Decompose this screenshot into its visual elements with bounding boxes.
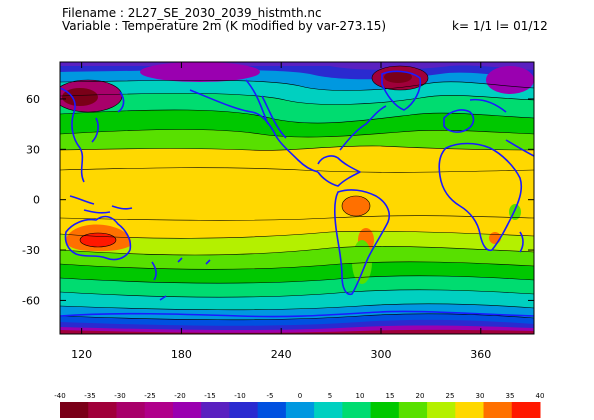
contour-lines <box>60 65 534 321</box>
colorbar-label: -40 <box>54 392 65 400</box>
coast-canada <box>245 79 287 139</box>
colorbar-swatch <box>172 402 202 418</box>
colorbar-swatch <box>427 402 456 418</box>
eurasia-cold <box>486 66 534 94</box>
coast-scandinavia <box>469 98 507 113</box>
y-tick-label: 30 <box>26 143 40 156</box>
colorbar-swatch <box>88 402 117 418</box>
coast-antarctica <box>60 310 534 318</box>
colorbar-swatch <box>314 402 343 418</box>
coast-japan <box>91 117 99 143</box>
colorbar-label: 40 <box>536 392 545 400</box>
colorbar-swatch <box>511 402 541 418</box>
colorbar-swatch <box>342 402 372 418</box>
x-axis: 120 180 240 300 360 <box>71 62 491 361</box>
colorbar-swatch <box>285 402 315 418</box>
colorbar-label: -5 <box>267 392 274 400</box>
coast-south-america <box>333 189 391 296</box>
colorbar-swatch <box>370 402 400 418</box>
coast-north-america-east <box>339 105 387 151</box>
coast-east-asia <box>60 87 85 183</box>
colorbar-swatch <box>257 402 287 418</box>
colorbar-label: 0 <box>298 392 302 400</box>
colorbar-label: -30 <box>114 392 125 400</box>
coast-indonesia <box>69 195 133 214</box>
colorbar-label: -15 <box>204 392 215 400</box>
coastlines <box>60 70 534 318</box>
x-tick-label: 360 <box>470 348 491 361</box>
y-tick-label: -30 <box>22 244 40 257</box>
colorbar-swatch <box>60 402 89 418</box>
coast-kamchatka <box>117 91 125 113</box>
colorbar-swatch <box>116 402 146 418</box>
index-label: k= 1/1 l= 01/12 <box>452 19 548 33</box>
colorbar-label: 10 <box>356 392 365 400</box>
variable-label: Variable : Temperature 2m (K modified by… <box>62 19 387 33</box>
colorbar-label: 30 <box>476 392 485 400</box>
coast-australia <box>64 215 132 261</box>
colorbar-label: 15 <box>386 392 395 400</box>
colorbar-swatch <box>229 402 259 418</box>
y-tick-label: -60 <box>22 294 40 307</box>
amazon-hot <box>342 196 370 216</box>
colorbar-label: 35 <box>506 392 515 400</box>
coast-new-zealand <box>151 261 157 281</box>
colorbar-label: -20 <box>174 392 185 400</box>
band-south-m30 <box>60 329 534 334</box>
y-tick-label: 0 <box>33 194 40 207</box>
colorbar-swatch <box>201 402 230 418</box>
x-tick-label: 240 <box>271 348 292 361</box>
plot-frame <box>59 61 535 335</box>
colorbar-swatch <box>398 402 428 418</box>
y-axis: 60 30 0 -30 -60 <box>22 93 534 307</box>
y-tick-label: 60 <box>26 93 40 106</box>
colorbar: -40 -35 -30 -25 -20 -15 -10 -5 0 5 10 15 20 25 30 35 40 <box>54 392 544 418</box>
andes-cool <box>352 240 372 284</box>
colorbar-label: 5 <box>328 392 332 400</box>
coast-arabia <box>505 139 534 157</box>
coast-pacific-islands <box>159 257 211 301</box>
colorbar-label: -25 <box>144 392 155 400</box>
x-tick-label: 120 <box>71 348 92 361</box>
colorbar-label: -35 <box>84 392 95 400</box>
x-tick-label: 180 <box>171 348 192 361</box>
coast-greenland <box>381 70 422 111</box>
temperature-field <box>60 62 534 334</box>
colorbar-swatch <box>455 402 485 418</box>
coast-europe <box>443 109 475 133</box>
siberia-core <box>62 88 98 106</box>
coast-gulf-mexico <box>317 155 361 187</box>
arctic-cold <box>140 62 260 82</box>
colorbar-label: -10 <box>234 392 245 400</box>
coast-madagascar <box>519 231 524 253</box>
colorbar-label: 20 <box>416 392 425 400</box>
filename-label: Filename : 2L27_SE_2030_2039_histmth.nc <box>62 6 322 20</box>
x-tick-label: 300 <box>370 348 391 361</box>
colorbar-swatch <box>483 402 513 418</box>
coast-africa <box>438 142 523 252</box>
greenland-core <box>384 71 412 83</box>
colorbar-swatch <box>144 402 174 418</box>
colorbar-label: 25 <box>446 392 455 400</box>
coast-north-america-west <box>189 89 319 173</box>
